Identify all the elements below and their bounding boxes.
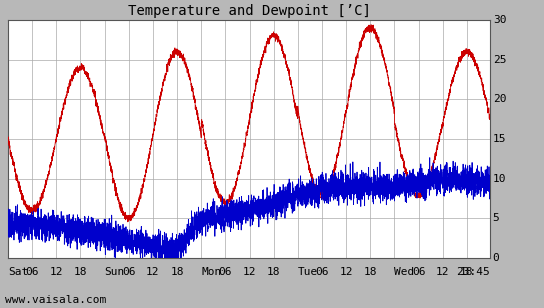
Text: 18: 18 (460, 267, 474, 277)
Text: 06: 06 (412, 267, 425, 277)
Text: www.vaisala.com: www.vaisala.com (5, 295, 107, 305)
Text: 0: 0 (493, 253, 499, 263)
Text: 15: 15 (493, 134, 506, 144)
Text: 06: 06 (219, 267, 232, 277)
Text: 12: 12 (436, 267, 449, 277)
Text: 25: 25 (493, 55, 506, 65)
Text: Tue: Tue (298, 267, 318, 277)
Text: 12: 12 (339, 267, 353, 277)
Text: 06: 06 (122, 267, 135, 277)
Text: 12: 12 (243, 267, 256, 277)
Text: 23:45: 23:45 (456, 267, 490, 277)
Text: 10: 10 (493, 174, 506, 184)
Text: 06: 06 (315, 267, 329, 277)
Text: 18: 18 (363, 267, 377, 277)
Text: 06: 06 (26, 267, 39, 277)
Text: 30: 30 (493, 15, 506, 25)
Text: Sat: Sat (8, 267, 28, 277)
Text: Sun: Sun (104, 267, 125, 277)
Text: Temperature and Dewpoint [’C]: Temperature and Dewpoint [’C] (127, 4, 370, 18)
Text: 12: 12 (50, 267, 63, 277)
Text: 18: 18 (267, 267, 280, 277)
Text: Mon: Mon (201, 267, 221, 277)
Text: 12: 12 (146, 267, 159, 277)
Text: 18: 18 (170, 267, 184, 277)
Text: Wed: Wed (394, 267, 415, 277)
Text: 20: 20 (493, 94, 506, 104)
Text: 18: 18 (73, 267, 87, 277)
Text: 5: 5 (493, 213, 499, 223)
